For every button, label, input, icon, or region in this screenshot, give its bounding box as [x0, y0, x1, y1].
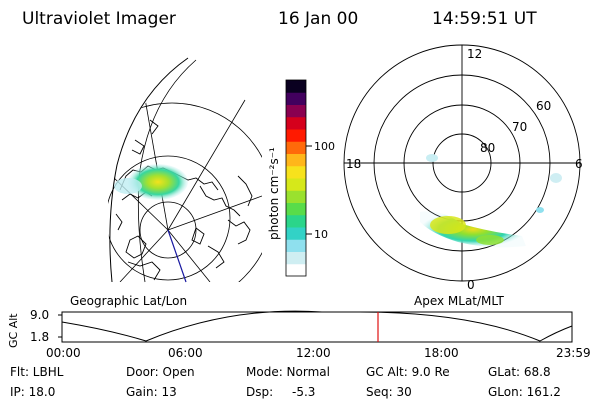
colorbar-label-10: 10	[314, 228, 328, 241]
mlt-label-18: 18	[346, 157, 361, 171]
geographic-map	[108, 57, 262, 283]
colorbar-segment	[286, 263, 306, 277]
mlt-label-6: 6	[575, 157, 583, 171]
earth-limb	[109, 57, 189, 283]
geo-lat-circle-mid	[108, 155, 231, 281]
colorbar-segment	[286, 190, 306, 203]
colorbar-segment	[286, 239, 306, 252]
colorbar-unit-label: photon cm⁻²s⁻¹	[267, 147, 281, 240]
colorbar-segment	[286, 251, 306, 265]
geo-lat-circle-outer	[108, 102, 262, 282]
coastlines	[115, 119, 253, 281]
timeline-ytick-label-high: 9.0	[30, 308, 49, 322]
colorbar-segment	[286, 92, 306, 105]
orbit-timeline	[58, 310, 573, 343]
timeline-ylabel: GC Alt	[7, 313, 20, 348]
info-door: Door: Open	[126, 365, 195, 379]
mlat-label-80: 80	[480, 141, 495, 155]
instrument-title: Ultraviolet Imager	[22, 9, 176, 29]
colorbar-segment	[286, 202, 306, 216]
geo-lat-circle-inner	[139, 201, 197, 259]
geo-noon-meridian	[167, 229, 187, 283]
geo-meridian	[167, 99, 246, 231]
timeline-xtick-2359: 23:59	[556, 346, 591, 360]
timeline-xtick-1200: 12:00	[296, 346, 331, 360]
info-glat: GLat: 68.8	[488, 365, 551, 379]
colorbar-segment	[286, 165, 306, 179]
info-gain: Gain: 13	[126, 385, 177, 399]
timeline-frame	[61, 311, 573, 343]
colorbar	[285, 79, 312, 277]
mlat-label-70: 70	[512, 120, 527, 134]
geo-meridian	[167, 195, 262, 231]
info-filter: Flt: LBHL	[10, 365, 64, 379]
apex-aurora	[420, 154, 562, 248]
mlt-label-0: 0	[467, 278, 475, 292]
info-mode: Mode: Normal	[246, 365, 330, 379]
mlat-label-60: 60	[536, 99, 551, 113]
info-dsp-value: -5.3	[292, 385, 315, 399]
mlt-label-12: 12	[467, 47, 482, 61]
info-seq: Seq: 30	[366, 385, 412, 399]
geo-meridian	[119, 229, 169, 282]
info-glon: GLon: 161.2	[488, 385, 561, 399]
altitude-curve	[61, 310, 573, 342]
colorbar-segment	[286, 141, 306, 154]
geo-aurora-emission	[128, 164, 188, 200]
timeline-xtick-1800: 18:00	[424, 346, 459, 360]
info-gc-alt: GC Alt: 9.0 Re	[366, 365, 450, 379]
colorbar-segment	[286, 153, 306, 167]
header-time: 14:59:51 UT	[432, 9, 537, 29]
colorbar-segment	[286, 129, 306, 142]
colorbar-segment	[286, 178, 306, 191]
geo-panel-label: Geographic Lat/Lon	[70, 294, 187, 308]
timeline-ytick-label-low: 1.8	[30, 330, 49, 344]
info-ip: IP: 18.0	[10, 385, 55, 399]
geo-meridian	[167, 229, 211, 282]
colorbar-segment	[286, 80, 306, 93]
header-date: 16 Jan 00	[278, 9, 358, 29]
colorbar-segment	[286, 227, 306, 240]
colorbar-segment	[286, 214, 306, 228]
colorbar-segment	[286, 104, 306, 118]
timeline-xtick-0000: 00:00	[46, 346, 81, 360]
colorbar-label-100: 100	[314, 140, 335, 153]
colorbar-frame	[285, 79, 307, 277]
apex-polar-plot	[343, 44, 581, 282]
geo-aurora-faint	[114, 178, 142, 194]
info-dsp-label: Dsp:	[246, 385, 273, 399]
apex-panel-label: Apex MLat/MLT	[414, 294, 504, 308]
colorbar-segment	[286, 116, 306, 130]
timeline-xtick-0600: 06:00	[168, 346, 203, 360]
